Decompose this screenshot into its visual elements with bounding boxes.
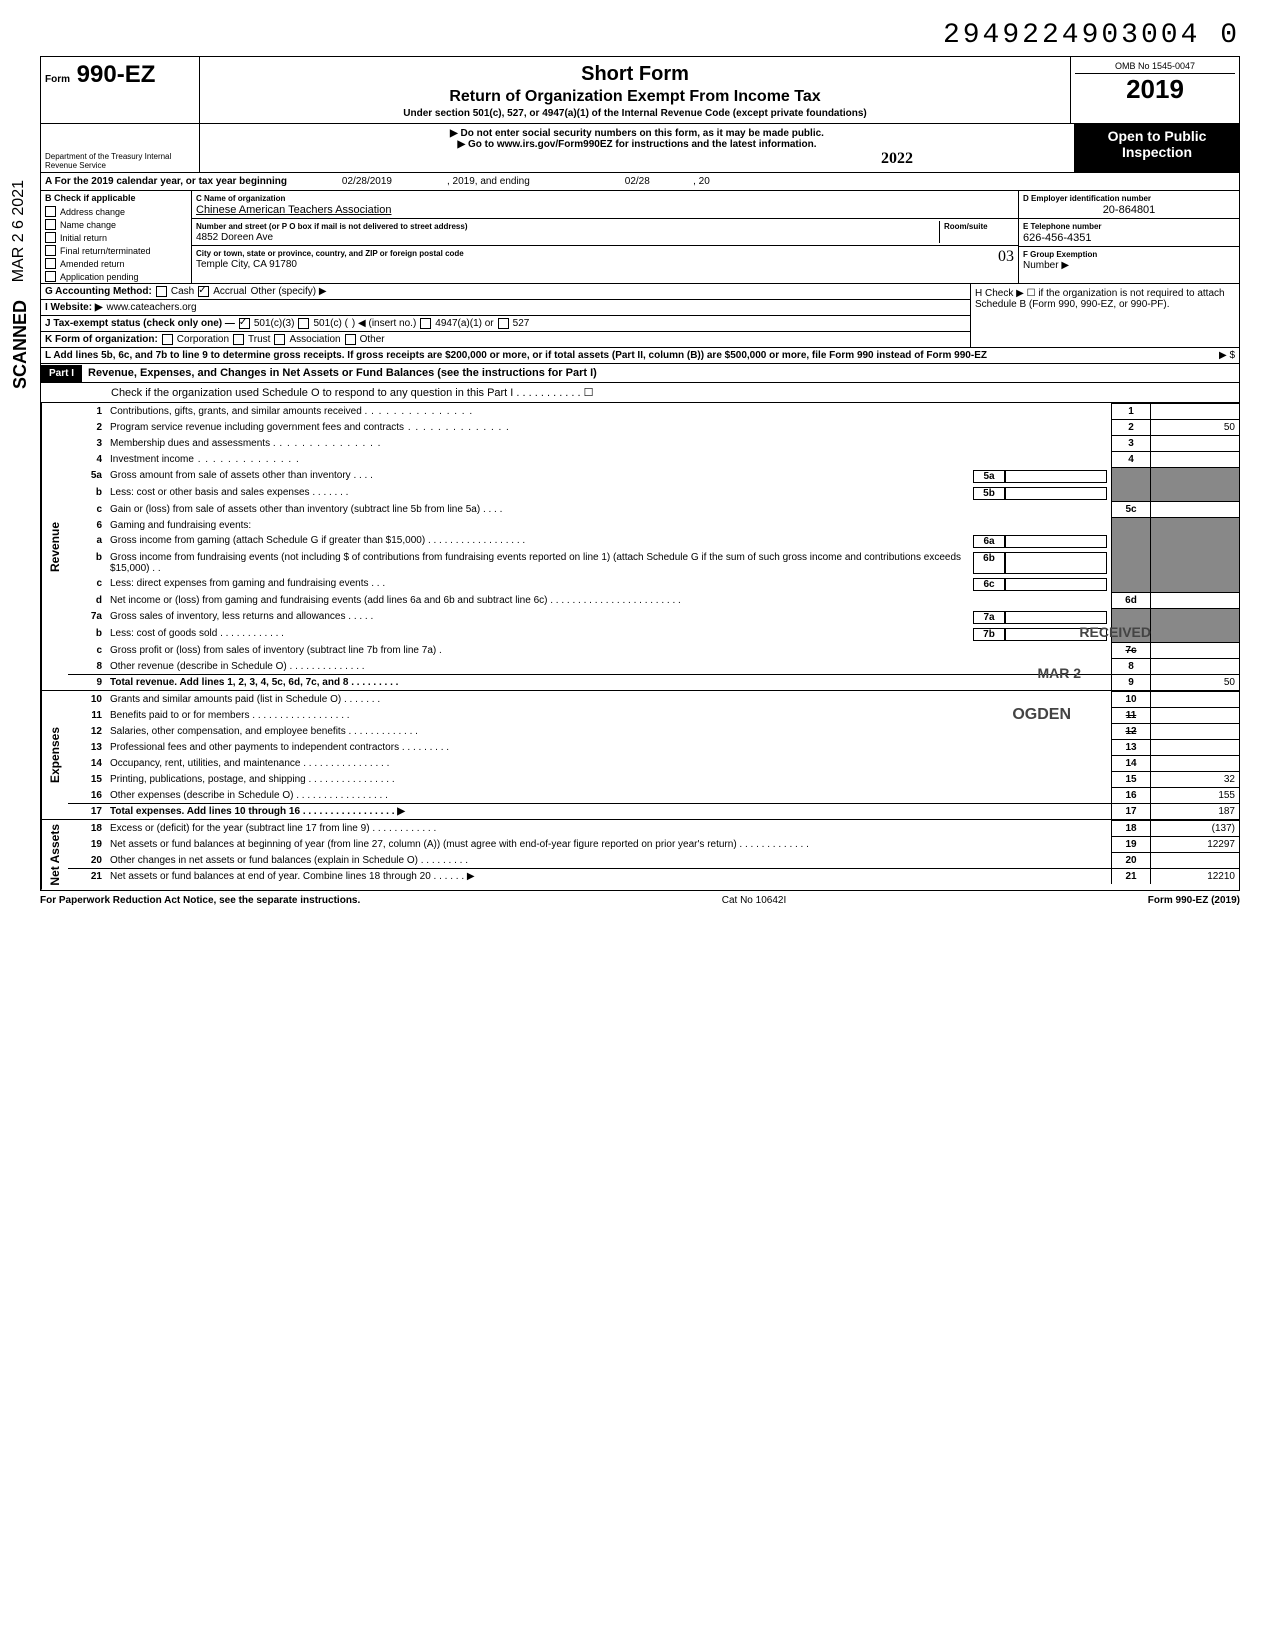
form-990ez-container: Form 990-EZ Short Form Return of Organiz… <box>40 56 1240 891</box>
header-row-2: Department of the Treasury Internal Reve… <box>41 124 1239 173</box>
revenue-table: 1Contributions, gifts, grants, and simil… <box>68 403 1239 690</box>
section-b-checkboxes: B Check if applicable Address change Nam… <box>41 191 192 283</box>
revenue-side-label: Revenue <box>41 403 68 690</box>
handwritten-year: 2022 <box>881 150 913 167</box>
open-to-public: Open to Public Inspection <box>1075 124 1239 172</box>
d-label: D Employer identification number <box>1023 194 1151 203</box>
cb-amended[interactable]: Amended return <box>41 257 191 270</box>
f-label2: Number ▶ <box>1023 260 1069 271</box>
org-street: 4852 Doreen Ave <box>196 232 273 243</box>
netassets-section: Net Assets 18Excess or (deficit) for the… <box>41 820 1239 890</box>
cb-trust[interactable] <box>233 334 244 345</box>
form-subtitle: Return of Organization Exempt From Incom… <box>208 88 1062 106</box>
expenses-side-label: Expenses <box>41 691 68 819</box>
netassets-table: 18Excess or (deficit) for the year (subt… <box>68 820 1239 884</box>
line-a-text: A For the 2019 calendar year, or tax yea… <box>45 176 287 187</box>
form-word: Form <box>45 74 70 85</box>
cb-501c3[interactable] <box>239 318 250 329</box>
date-stamp-side: MAR 2 6 2021 <box>10 180 28 282</box>
cb-501c[interactable] <box>298 318 309 329</box>
instructions-cell: ▶ Do not enter social security numbers o… <box>200 124 1075 172</box>
department-cell: Department of the Treasury Internal Reve… <box>41 124 200 172</box>
part-1-label: Part I <box>41 365 82 382</box>
line-l: L Add lines 5b, 6c, and 7b to line 9 to … <box>41 348 1239 364</box>
title-cell: Short Form Return of Organization Exempt… <box>200 57 1071 123</box>
omb-number: OMB No 1545-0047 <box>1075 61 1235 74</box>
form-year: 2019 <box>1075 74 1235 105</box>
open-label: Open to Public <box>1077 128 1237 144</box>
c-street-label: Number and street (or P O box if mail is… <box>196 222 467 231</box>
cb-pending[interactable]: Application pending <box>41 270 191 283</box>
line-k: K Form of organization: Corporation Trus… <box>41 332 970 347</box>
section-def: D Employer identification number 20-8648… <box>1019 191 1239 283</box>
section-bcdef: B Check if applicable Address change Nam… <box>41 191 1239 284</box>
document-locator-number: 2949224903004 0 <box>40 20 1240 51</box>
header-row: Form 990-EZ Short Form Return of Organiz… <box>41 57 1239 124</box>
f-label: F Group Exemption <box>1023 250 1097 259</box>
expenses-section: Expenses 10Grants and similar amounts pa… <box>41 691 1239 820</box>
org-city: Temple City, CA 91780 <box>196 259 297 270</box>
form-number: 990-EZ <box>77 61 156 88</box>
cb-initial-return[interactable]: Initial return <box>41 231 191 244</box>
form-under: Under section 501(c), 527, or 4947(a)(1)… <box>208 108 1062 119</box>
part-1-check: Check if the organization used Schedule … <box>41 383 1239 403</box>
cb-527[interactable] <box>498 318 509 329</box>
footer: For Paperwork Reduction Act Notice, see … <box>40 891 1240 910</box>
c-city-label: City or town, state or province, country… <box>196 249 464 258</box>
cb-other-org[interactable] <box>345 334 356 345</box>
handwritten-03: 03 <box>998 248 1014 266</box>
footer-right: Form 990-EZ (2019) <box>1148 895 1240 906</box>
ein-value: 20-864801 <box>1023 204 1235 216</box>
ogden-stamp: OGDEN <box>1012 706 1071 724</box>
footer-mid: Cat No 10642I <box>722 895 787 906</box>
line-a-mid: , 2019, and ending <box>447 176 530 187</box>
cb-cash[interactable] <box>156 286 167 297</box>
c-room-label: Room/suite <box>944 222 988 231</box>
c-name-label: C Name of organization <box>196 194 285 203</box>
section-c-org: C Name of organization Chinese American … <box>192 191 1019 283</box>
cb-accrual[interactable] <box>198 286 209 297</box>
tax-year-end-year: , 20 <box>650 176 710 187</box>
revenue-section: Revenue 1Contributions, gifts, grants, a… <box>41 403 1239 691</box>
tax-year-end-month: 02/28 <box>530 176 650 187</box>
part-1-header: Part I Revenue, Expenses, and Changes in… <box>41 364 1239 383</box>
received-stamp: RECEIVED <box>1079 624 1151 640</box>
phone-value: 626-456-4351 <box>1023 232 1092 244</box>
goto-link: ▶ Go to www.irs.gov/Form990EZ for instru… <box>204 139 1070 150</box>
form-title: Short Form <box>208 63 1062 86</box>
line-g: G Accounting Method: Cash Accrual Other … <box>41 284 970 300</box>
inspection-label: Inspection <box>1077 144 1237 160</box>
part-1-title: Revenue, Expenses, and Changes in Net As… <box>82 364 1239 382</box>
cb-address-change[interactable]: Address change <box>41 205 191 218</box>
expenses-table: 10Grants and similar amounts paid (list … <box>68 691 1239 819</box>
omb-cell: OMB No 1545-0047 2019 <box>1071 57 1239 123</box>
cb-4947[interactable] <box>420 318 431 329</box>
org-name: Chinese American Teachers Association <box>196 204 391 216</box>
netassets-side-label: Net Assets <box>41 820 68 890</box>
cb-final-return[interactable]: Final return/terminated <box>41 244 191 257</box>
line-h: H Check ▶ ☐ if the organization is not r… <box>970 284 1239 347</box>
e-label: E Telephone number <box>1023 222 1102 231</box>
cb-name-change[interactable]: Name change <box>41 218 191 231</box>
b-header: B Check if applicable <box>41 191 191 205</box>
scanned-stamp: SCANNED <box>10 300 31 389</box>
line-a-tax-year: A For the 2019 calendar year, or tax yea… <box>41 173 1239 191</box>
footer-left: For Paperwork Reduction Act Notice, see … <box>40 895 360 906</box>
form-number-cell: Form 990-EZ <box>41 57 200 123</box>
tax-year-begin: 02/28/2019 <box>287 176 447 187</box>
cb-assoc[interactable] <box>274 334 285 345</box>
website-value: www.cateachers.org <box>107 302 197 313</box>
cb-corp[interactable] <box>162 334 173 345</box>
line-i: I Website: ▶ www.cateachers.org <box>41 300 970 316</box>
ssn-warning: ▶ Do not enter social security numbers o… <box>204 128 1070 139</box>
line-j: J Tax-exempt status (check only one) — 5… <box>41 316 970 332</box>
mar2-stamp: MAR 2 <box>1037 665 1081 681</box>
